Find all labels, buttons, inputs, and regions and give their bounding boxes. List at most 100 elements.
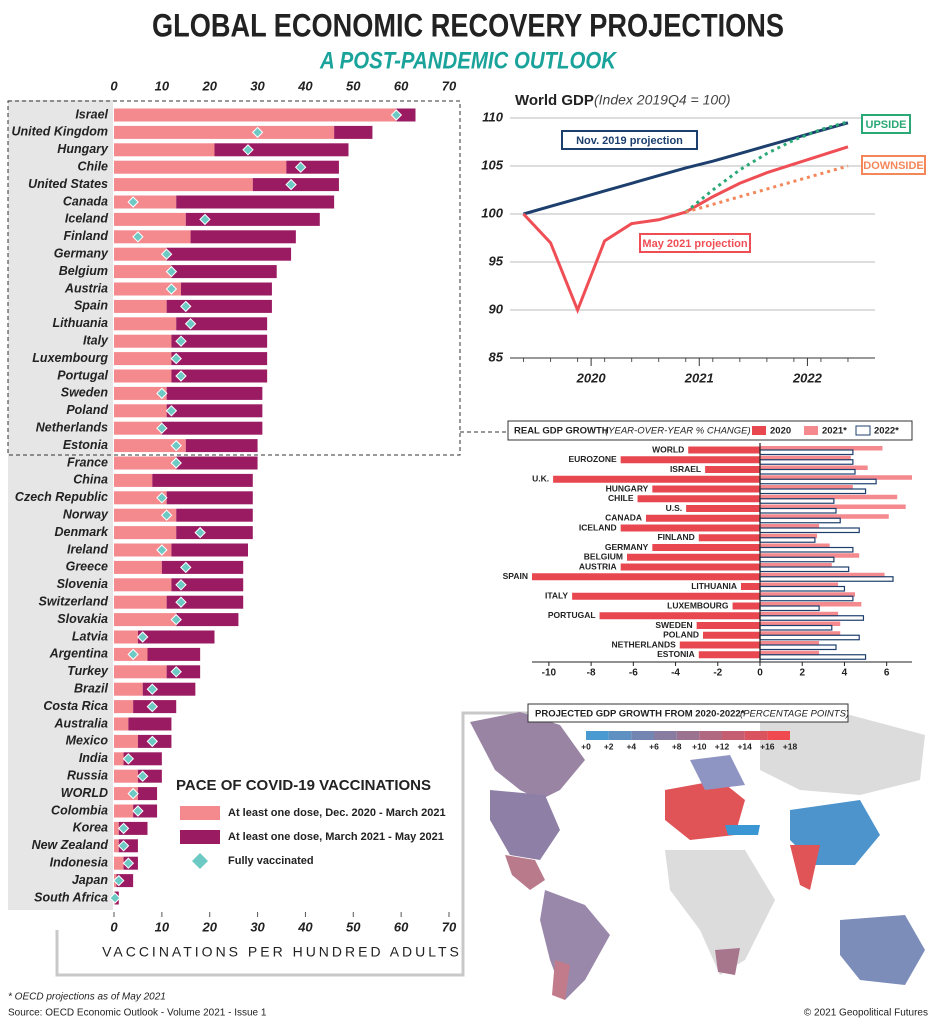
color-step bbox=[699, 731, 722, 740]
bracket bbox=[55, 711, 528, 977]
color-tick-label: +16 bbox=[760, 741, 775, 751]
fully-vaccinated-marker bbox=[117, 822, 130, 835]
category-label: CHILE bbox=[608, 493, 634, 503]
category-label: EUROZONE bbox=[568, 454, 617, 464]
category-label: New Zealand bbox=[32, 838, 109, 852]
y-tick-label: 105 bbox=[481, 157, 503, 172]
color-tick-label: +10 bbox=[692, 741, 707, 751]
bar-segment bbox=[176, 508, 253, 522]
fully-vaccinated-marker bbox=[127, 787, 139, 800]
bar-segment bbox=[114, 421, 162, 435]
y-tick-label: 100 bbox=[481, 205, 503, 220]
bar bbox=[760, 524, 820, 529]
bar-segment bbox=[114, 630, 138, 644]
category-label: Belgium bbox=[59, 264, 108, 278]
x-tick-label: -2 bbox=[713, 668, 722, 679]
category-label: CANADA bbox=[605, 513, 642, 523]
bar-segment bbox=[137, 787, 158, 801]
category-label: Costa Rica bbox=[43, 699, 108, 713]
fully-vaccinated-marker bbox=[170, 457, 182, 469]
bar bbox=[760, 485, 853, 490]
fully-vaccinated-marker bbox=[137, 631, 149, 643]
bar-segment bbox=[114, 439, 186, 453]
fully-vaccinated-marker bbox=[184, 318, 197, 330]
bar bbox=[532, 573, 760, 581]
color-step bbox=[631, 731, 654, 740]
category-label: U.K. bbox=[532, 474, 549, 484]
bar bbox=[698, 534, 760, 542]
fully-vaccinated-marker bbox=[285, 178, 297, 191]
bar-segment bbox=[176, 456, 258, 470]
fully-vaccinated-marker bbox=[170, 666, 182, 678]
category-label: Denmark bbox=[55, 525, 110, 539]
legend-box bbox=[168, 770, 438, 885]
bar-segment bbox=[185, 439, 258, 453]
bar-segment bbox=[114, 508, 177, 522]
source: Source: OECD Economic Outlook - Volume 2… bbox=[8, 1008, 267, 1019]
bar-segment bbox=[114, 769, 138, 783]
category-label: ITALY bbox=[545, 591, 568, 601]
category-label: Netherlands bbox=[36, 420, 108, 434]
bar-segment bbox=[161, 560, 244, 574]
fully-vaccinated-marker bbox=[127, 648, 139, 661]
fully-vaccinated-marker bbox=[113, 874, 125, 887]
bar bbox=[732, 602, 760, 610]
x-tick-label: 4 bbox=[842, 668, 848, 679]
land bbox=[665, 850, 775, 975]
map-title: PROJECTED GDP GROWTH FROM 2020-2022* bbox=[535, 709, 745, 720]
category-label: Slovenia bbox=[57, 577, 108, 591]
x-tick-label: 70 bbox=[442, 78, 457, 93]
bar bbox=[759, 605, 820, 612]
x-tick-label: 10 bbox=[155, 78, 170, 93]
fully-vaccinated-marker bbox=[156, 387, 168, 400]
fully-vaccinated-marker bbox=[122, 753, 135, 765]
fully-vaccinated-marker bbox=[165, 405, 178, 417]
bar-segment bbox=[114, 369, 172, 383]
category-label: LUXEMBOURG bbox=[667, 600, 729, 610]
color-step bbox=[767, 731, 790, 740]
series-label-box bbox=[639, 233, 751, 253]
category-label: Israel bbox=[75, 107, 108, 121]
color-step bbox=[654, 731, 677, 740]
bar bbox=[760, 582, 839, 587]
fully-vaccinated-marker bbox=[146, 700, 158, 713]
legend-title: PACE OF COVID-19 VACCINATIONS bbox=[176, 777, 431, 794]
fully-vaccinated-marker bbox=[170, 439, 182, 452]
x-tick-label: 0 bbox=[757, 668, 763, 679]
legend-marker bbox=[192, 853, 208, 869]
category-label: Canada bbox=[63, 194, 108, 208]
bar bbox=[572, 592, 760, 600]
bar bbox=[760, 553, 860, 558]
category-label: Italy bbox=[83, 333, 109, 347]
bar-segment bbox=[114, 717, 129, 731]
category-label: Spain bbox=[74, 299, 108, 313]
bar bbox=[759, 624, 833, 631]
fully-vaccinated-marker bbox=[180, 561, 192, 574]
color-step bbox=[676, 731, 700, 740]
category-label: BELGIUM bbox=[584, 552, 623, 562]
bar-segment bbox=[114, 282, 181, 296]
fully-vaccinated-marker bbox=[175, 335, 187, 347]
fully-vaccinated-marker bbox=[146, 683, 158, 695]
bar bbox=[703, 631, 760, 639]
x-tick-label: 2022 bbox=[792, 370, 823, 385]
category-label: POLAND bbox=[663, 630, 699, 640]
category-label: Japan bbox=[72, 873, 108, 887]
category-label: ESTONIA bbox=[657, 649, 695, 659]
bar bbox=[760, 446, 883, 451]
fully-vaccinated-marker bbox=[175, 579, 187, 591]
bar bbox=[620, 563, 760, 571]
fully-vaccinated-marker bbox=[242, 144, 254, 156]
category-label: WORLD bbox=[61, 786, 108, 800]
bar bbox=[759, 517, 841, 524]
bar-segment bbox=[181, 282, 272, 296]
bar bbox=[759, 459, 854, 465]
fully-vaccinated-marker bbox=[165, 283, 178, 295]
bar-segment bbox=[114, 195, 177, 209]
main-subtitle: A POST-PANDEMIC OUTLOOK bbox=[319, 47, 617, 74]
category-label: Colombia bbox=[51, 803, 108, 817]
fully-vaccinated-marker bbox=[390, 109, 403, 121]
bar-segment bbox=[171, 265, 277, 279]
bar bbox=[679, 641, 760, 649]
land bbox=[470, 712, 585, 800]
